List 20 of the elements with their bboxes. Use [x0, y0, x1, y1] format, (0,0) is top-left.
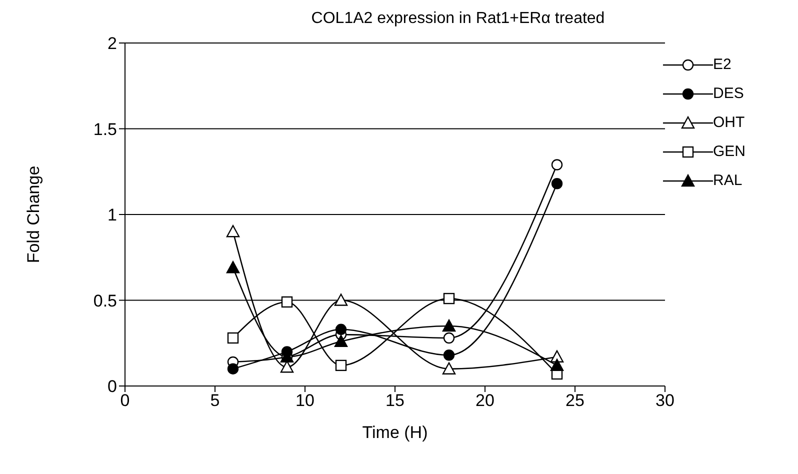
legend-label: DES: [713, 85, 744, 102]
y-tick-label: 1: [108, 206, 117, 225]
x-tick-label: 20: [476, 391, 494, 410]
x-axis-title: Time (H): [362, 423, 428, 442]
y-axis-title: Fold Change: [24, 166, 44, 264]
x-tick-label: 0: [120, 391, 130, 410]
x-tick-label: 25: [566, 391, 584, 410]
y-tick-label: 1.5: [93, 120, 117, 139]
x-tick-label: 30: [656, 391, 674, 410]
x-tick-label: 5: [210, 391, 220, 410]
y-tick-label: 2: [108, 34, 117, 54]
chart-title: COL1A2 expression in Rat1+ERα treated: [310, 10, 606, 28]
legend-label: GEN: [713, 143, 746, 160]
y-tick-label: 0: [108, 377, 117, 396]
legend-label: RAL: [713, 172, 742, 189]
legend-label: OHT: [713, 114, 745, 131]
x-tick-label: 10: [296, 391, 314, 410]
x-tick-label: 15: [386, 391, 404, 410]
y-tick-label: 0.5: [93, 291, 117, 310]
legend-label: E2: [713, 56, 732, 73]
